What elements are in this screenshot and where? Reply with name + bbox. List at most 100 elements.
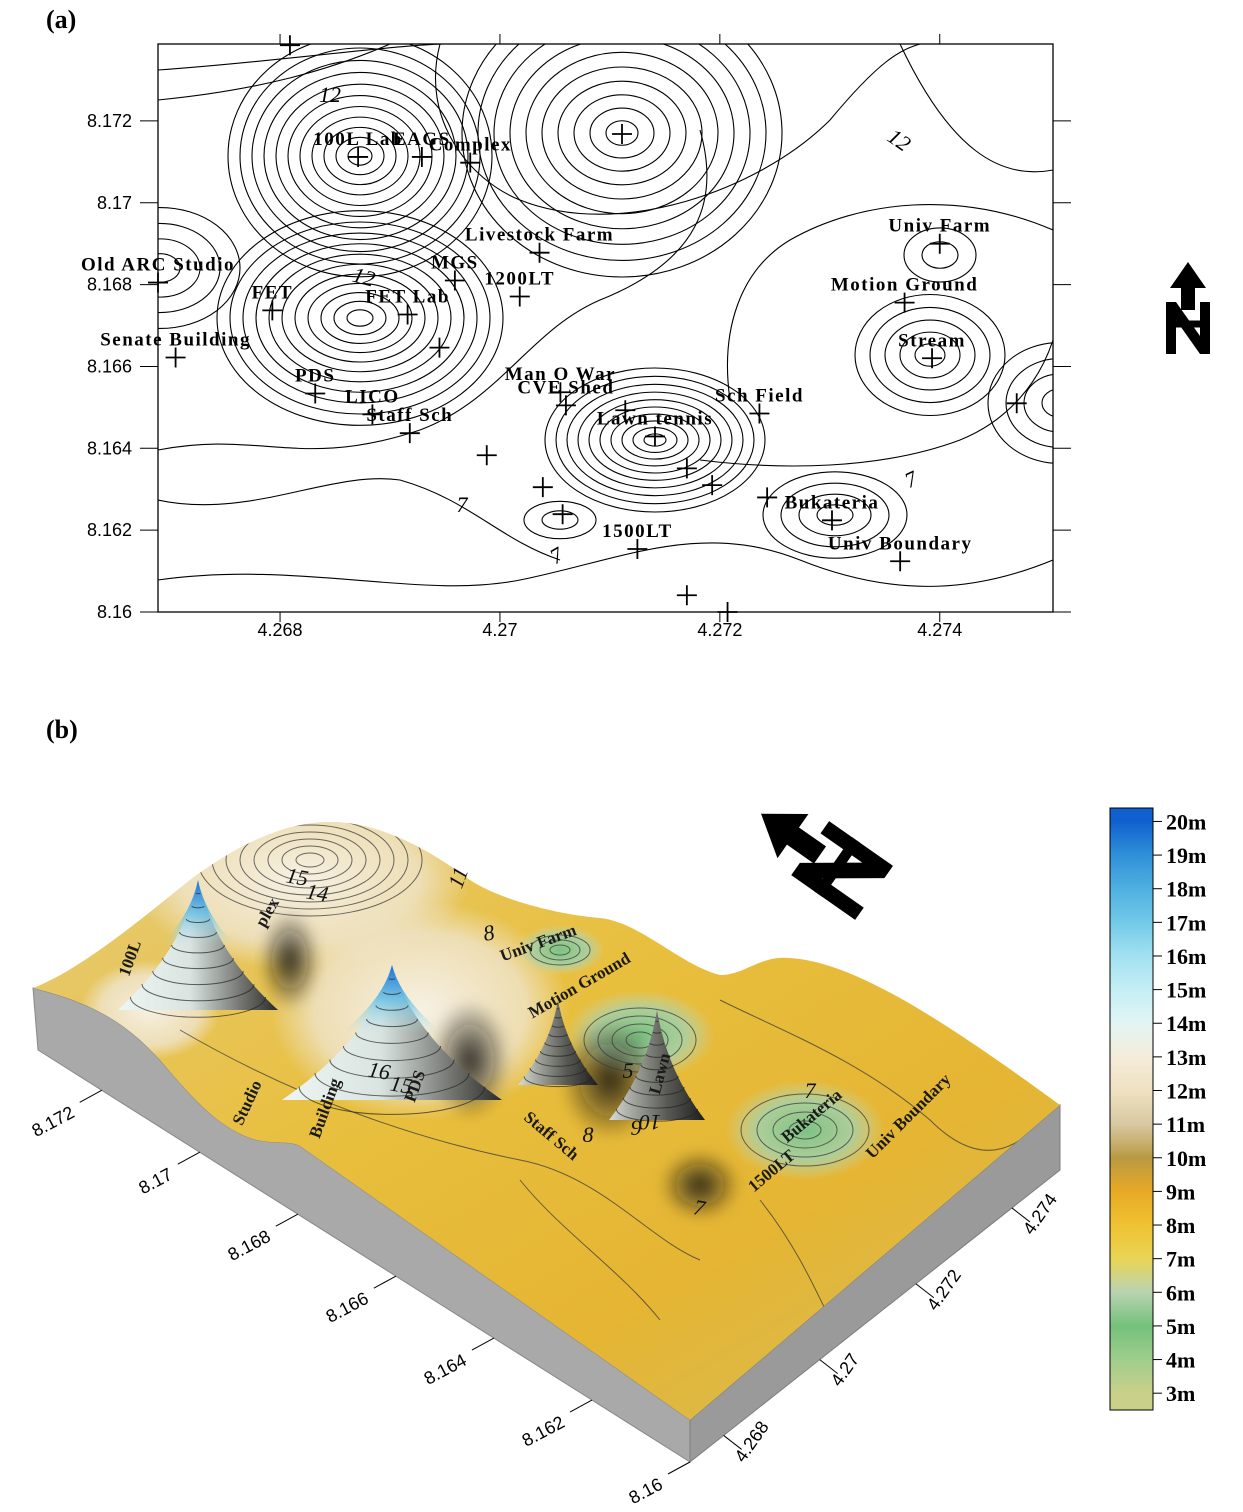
y-tick-label: 8.166 [323,1288,372,1327]
contour-line [158,479,560,560]
station-label: CVE Shed [517,377,614,398]
y-tick [570,1400,592,1412]
station-label: 100L Lab [313,129,403,150]
colorbar-label: 14m [1166,1011,1206,1036]
surface-contour-label: 15 [388,1070,414,1098]
colorbar-label: 16m [1166,944,1206,969]
colorbar-label: 8m [1166,1213,1195,1238]
y-tick-label: 8.172 [28,1102,77,1141]
y-tick [374,1276,396,1288]
contour-line [435,44,920,214]
contour-line [158,43,480,70]
contour-label: 7 [457,492,469,517]
contour-line [228,35,492,277]
station-label: Sch Field [715,386,804,407]
station-marker [612,124,632,144]
north-arrow [1166,262,1210,354]
y-tick-label: 8.17 [135,1164,175,1198]
surface-contour-label: 8 [583,1122,594,1147]
x-tick-label: 4.268 [258,620,303,640]
surface-panel: (b)8.1728.178.1688.1668.1648.1628.164.26… [28,715,1206,1508]
station-marker [757,487,777,507]
contour-line [855,295,1005,416]
y-tick-label: 8.16 [97,602,132,622]
colorbar-label: 3m [1166,1381,1195,1406]
contour-label: 12 [319,82,341,107]
contour-label: 7 [901,465,922,493]
colorbar-label: 10m [1166,1146,1206,1171]
contour-line [300,107,420,206]
colorbar-label: 13m [1166,1045,1206,1070]
surface-contour-label: 7 [805,1078,817,1103]
contour-line [1042,389,1078,418]
station-marker [429,338,449,358]
surface-contour-label: 16 [366,1056,392,1084]
station-label: Senate Building [100,329,251,350]
station-label: Old ARC Studio [81,255,235,276]
colorbar-label: 9m [1166,1179,1195,1204]
station-label: PDS [295,365,335,386]
colorbar-label: 6m [1166,1280,1195,1305]
colorbar-label: 5m [1166,1314,1195,1339]
station-label: 1500LT [602,521,673,542]
surface-contour-label: 10 [639,1110,661,1135]
station-label: Lawn tennis [597,408,713,429]
colorbar-label: 11m [1166,1112,1205,1137]
colorbar-label: 18m [1166,877,1206,902]
y-tick-label: 8.168 [87,275,132,295]
station-marker [677,585,697,605]
y-tick [276,1214,298,1226]
contour-line [158,44,390,100]
contour-line [347,310,373,326]
y-tick-label: 8.168 [225,1226,274,1265]
colorbar-label: 19m [1166,843,1206,868]
colorbar-label: 17m [1166,910,1206,935]
contour-line [900,44,1053,172]
x-tick-label: 4.274 [917,620,962,640]
x-tick-label: 4.272 [697,620,742,640]
station-label: Complex [429,135,512,156]
y-tick-label: 8.164 [421,1350,470,1389]
y-tick [80,1090,102,1102]
contour-panel: (a) 4.268 4.27 4.272 4.274 8.16 8.162 8.164 8.16… [46,0,1210,640]
contour-line [264,72,456,239]
y-tick [668,1462,690,1474]
colorbar-label: 12m [1166,1079,1206,1104]
station-marker [280,35,300,55]
station-marker [533,477,553,497]
contour-line [1024,374,1096,432]
colorbar-label: 4m [1166,1348,1195,1373]
colorbar [1110,808,1153,1410]
station-label: MGS [431,253,479,274]
station-marker [477,445,497,465]
y-tick-label: 8.17 [97,193,132,213]
station-label: 1200LT [484,268,555,289]
x-tick-label: 4.27 [482,620,517,640]
station-marker [718,602,738,622]
colorbar-label: 15m [1166,978,1206,1003]
colorbar-label: 20m [1166,809,1206,834]
y-tick [472,1338,494,1350]
y-tick-label: 8.166 [87,356,132,376]
station-label: Univ Farm [888,216,991,237]
x-tick-label: 4.27 [827,1350,863,1390]
colorbar-label: 7m [1166,1247,1195,1272]
station-marker [1007,393,1027,413]
station-label: Staff Sch [366,405,453,426]
north-arrow [742,787,893,920]
y-tick-label: 8.162 [87,520,132,540]
contour-label: 12 [883,123,915,156]
panel-label: (a) [46,5,76,34]
y-tick-label: 8.162 [519,1412,568,1451]
station-label: Livestock Farm [465,225,614,246]
station-label: FET Lab [365,286,450,307]
station-label: Bukateria [785,492,880,513]
surface-contour-label: 14 [304,878,330,906]
contour-line [276,84,444,228]
y-tick-label: 8.16 [626,1474,666,1508]
station-label: Stream [898,330,966,351]
contour-line [524,501,596,538]
station-label: Motion Ground [831,275,978,296]
station-label: Univ Boundary [828,533,973,554]
y-tick-label: 8.164 [87,438,132,458]
